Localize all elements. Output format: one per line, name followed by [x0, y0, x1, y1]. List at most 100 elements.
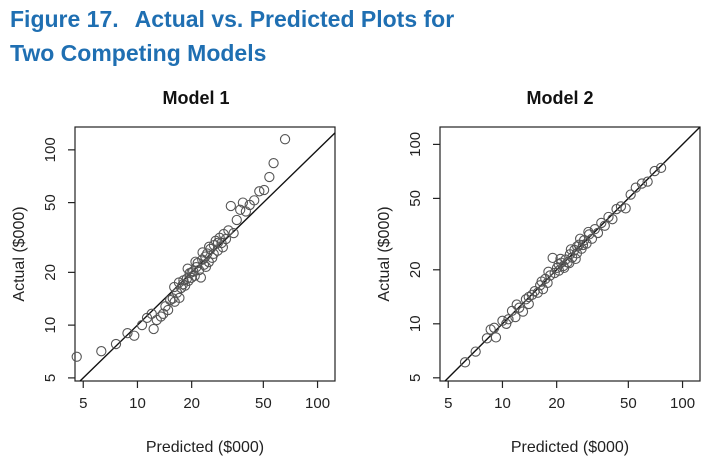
data-point [514, 302, 525, 313]
data-point [542, 277, 553, 289]
data-point [636, 178, 648, 189]
data-point [225, 200, 236, 212]
data-point [155, 311, 167, 322]
plot-frame [439, 126, 701, 382]
y-tick-label: 20 [407, 261, 424, 278]
data-point [577, 239, 589, 251]
data-point [195, 272, 207, 283]
data-point [642, 176, 653, 187]
chart-model-2: Model 2 5 10 20 50 100 5 10 20 50 100 Predicted … [376, 88, 701, 456]
y-tick-label: 10 [42, 317, 59, 334]
data-point [620, 203, 631, 214]
data-point [200, 261, 212, 273]
data-point [532, 287, 543, 298]
data-point [553, 259, 564, 270]
data-point [497, 315, 508, 326]
data-point [203, 241, 215, 252]
x-tick-label: 50 [620, 395, 637, 412]
data-point [258, 184, 270, 196]
data-point [649, 165, 660, 177]
data-point [231, 214, 242, 226]
data-point [596, 217, 607, 229]
data-point [208, 248, 219, 260]
data-point [268, 157, 279, 169]
figure-title-line2: Two Competing Models [10, 40, 267, 66]
data-point [517, 306, 529, 317]
x-axis-label: Predicted ($000) [511, 439, 629, 456]
x-tick-label: 100 [670, 395, 695, 412]
data-point [586, 233, 598, 244]
scatter-points [71, 134, 291, 362]
data-point [459, 357, 471, 368]
x-tick-label: 5 [444, 395, 452, 412]
y-tick-label: 5 [42, 374, 59, 382]
data-point [510, 311, 521, 323]
data-point [96, 346, 107, 357]
data-point [197, 247, 208, 258]
figure-number: Figure 17. [10, 6, 119, 32]
figure-title: Figure 17. Actual vs. Predicted Plots for… [10, 2, 700, 70]
chart-model-1: Model 1 5 10 20 50 100 5 10 20 50 100 Predicted … [11, 88, 336, 456]
figure-title-line1: Actual vs. Predicted Plots for [134, 6, 455, 32]
data-point [625, 189, 636, 200]
y-tick-label: 10 [407, 315, 424, 332]
data-point [71, 351, 82, 362]
x-tick-label: 50 [255, 395, 272, 412]
x-tick-label: 100 [305, 395, 330, 412]
data-point [182, 263, 193, 274]
data-point [565, 244, 577, 255]
y-tick-label: 100 [407, 132, 424, 157]
data-point [237, 197, 249, 208]
data-point [615, 201, 627, 212]
scatter-points [459, 162, 667, 368]
x-tick-label: 10 [129, 395, 146, 412]
data-point [570, 253, 581, 265]
data-point [589, 223, 601, 235]
data-point [523, 298, 534, 310]
y-axis: 5 10 20 50 100 [42, 137, 75, 382]
data-point [174, 292, 185, 304]
y-tick-label: 50 [42, 194, 59, 211]
data-point [110, 338, 122, 350]
data-point [129, 330, 140, 341]
y-axis: 5 10 20 50 100 [407, 132, 440, 382]
plot-frame [74, 126, 336, 382]
y-axis-label: Actual ($000) [11, 206, 28, 301]
data-point [511, 299, 522, 310]
data-point [523, 291, 534, 303]
chart-title: Model 2 [526, 88, 593, 108]
x-axis: 5 10 20 50 100 [79, 381, 330, 412]
data-point [470, 346, 481, 357]
data-point [173, 277, 185, 288]
data-point [526, 289, 538, 301]
x-axis-label: Predicted ($000) [146, 439, 264, 456]
data-point [607, 214, 618, 225]
x-tick-label: 10 [494, 395, 511, 412]
data-point [536, 276, 547, 287]
data-point [490, 332, 502, 343]
x-tick-label: 20 [183, 395, 200, 412]
y-axis-label: Actual ($000) [376, 206, 393, 301]
data-point [599, 220, 610, 231]
data-point [264, 171, 275, 183]
y-tick-label: 5 [407, 374, 424, 382]
y-tick-label: 50 [407, 190, 424, 207]
data-point [655, 162, 667, 174]
chart-title: Model 1 [162, 88, 229, 108]
data-point [136, 319, 148, 331]
data-point [501, 318, 512, 329]
data-point [489, 322, 500, 333]
data-point [249, 195, 260, 206]
data-point [148, 323, 159, 335]
x-tick-label: 20 [548, 395, 565, 412]
data-point [217, 242, 229, 253]
data-point [162, 304, 174, 316]
data-point [235, 204, 246, 215]
data-point [214, 232, 225, 243]
data-point [555, 253, 566, 265]
data-point [223, 225, 234, 236]
data-point [122, 327, 133, 339]
data-point [574, 233, 586, 244]
data-point [572, 241, 583, 252]
